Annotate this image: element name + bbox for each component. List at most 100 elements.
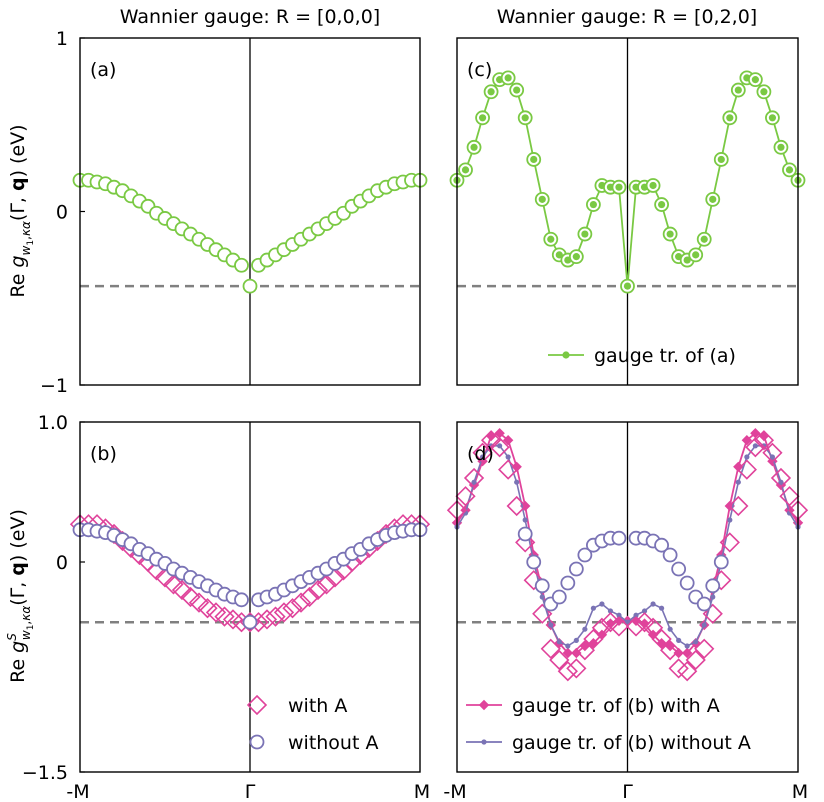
data-point xyxy=(568,561,584,577)
data-point xyxy=(681,647,693,659)
y-tick-label: 0 xyxy=(56,202,68,224)
ylabel-top: Re gw1,κα(Γ, q) (eV) xyxy=(7,124,36,297)
data-point xyxy=(505,454,511,460)
data-point xyxy=(744,454,750,460)
data-point xyxy=(163,574,184,595)
data-point xyxy=(633,612,639,618)
data-point xyxy=(242,278,258,294)
data-point xyxy=(530,155,538,164)
data-point xyxy=(555,251,563,259)
panel-label-a: (a) xyxy=(90,59,116,81)
data-point xyxy=(694,638,715,659)
data-point xyxy=(565,643,571,649)
y-tick-label: 1 xyxy=(56,28,68,50)
panel-c: (c) gauge tr. of (a) xyxy=(449,37,806,386)
data-point xyxy=(581,230,589,238)
data-point xyxy=(299,586,320,608)
series-a-0 xyxy=(72,172,428,294)
data-point xyxy=(726,114,734,122)
data-point xyxy=(171,579,193,601)
data-point xyxy=(497,443,503,449)
legend-label: with A xyxy=(288,695,347,717)
data-point xyxy=(679,575,695,591)
data-point xyxy=(696,596,712,612)
panel-label-d: (d) xyxy=(467,443,494,465)
data-point xyxy=(307,579,329,601)
y-tick-label: −1.5 xyxy=(22,762,68,784)
y-tick-label: 0 xyxy=(56,552,68,574)
data-point xyxy=(522,517,528,523)
data-point xyxy=(700,235,708,243)
data-point xyxy=(582,626,588,632)
data-point xyxy=(480,430,502,451)
data-point xyxy=(713,554,729,570)
data-point xyxy=(607,608,614,614)
data-point xyxy=(608,616,630,637)
data-point xyxy=(654,537,669,553)
legend-marker xyxy=(481,739,487,745)
data-point xyxy=(479,454,486,460)
data-point xyxy=(719,532,740,553)
legend-marker xyxy=(249,734,265,750)
x-tick-label: M xyxy=(414,781,430,802)
data-point xyxy=(683,256,691,264)
data-point xyxy=(659,640,681,661)
data-point xyxy=(768,114,777,122)
data-point xyxy=(785,166,794,174)
data-point xyxy=(671,561,687,577)
data-point xyxy=(256,609,278,630)
data-point xyxy=(705,578,721,594)
legend-label: gauge tr. of (a) xyxy=(594,345,736,367)
svg-text:Re gw1,κα(Γ, q) (eV): Re gw1,κα(Γ, q) (eV) xyxy=(7,124,36,297)
x-tick-label: M xyxy=(792,781,808,802)
data-point xyxy=(472,442,493,463)
plot-frame xyxy=(456,37,799,386)
data-point xyxy=(498,459,519,480)
data-point xyxy=(547,235,555,243)
y-tick-label: −1 xyxy=(40,375,68,397)
legend-marker xyxy=(478,699,490,711)
x-tick-label: -M xyxy=(443,781,466,802)
data-point xyxy=(538,195,546,203)
data-point xyxy=(711,570,732,591)
plot-frame xyxy=(456,421,799,773)
data-point xyxy=(599,601,605,607)
data-point xyxy=(667,626,673,632)
data-point xyxy=(502,434,514,446)
plot-frame xyxy=(79,421,421,773)
data-point xyxy=(717,155,725,164)
series-d-2 xyxy=(446,430,809,682)
data-point xyxy=(205,602,227,623)
data-point xyxy=(234,592,249,608)
data-point xyxy=(762,442,783,463)
data-point xyxy=(583,628,604,650)
data-point xyxy=(573,637,579,644)
data-point xyxy=(513,86,521,94)
data-point xyxy=(556,639,562,645)
legend-b: with A without A xyxy=(246,694,378,754)
legend-c: gauge tr. of (a) xyxy=(548,345,736,367)
data-point xyxy=(649,181,657,190)
legend-marker xyxy=(562,351,570,359)
panel-a: (a) 1 0 −1 xyxy=(40,28,428,397)
data-point xyxy=(741,434,753,446)
svg-text:Re gSw1,κα(Γ, q) (eV): Re gSw1,κα(Γ, q) (eV) xyxy=(5,509,36,683)
title-right: Wannier gauge: R = [0,2,0] xyxy=(497,6,757,28)
panel-label-b: (b) xyxy=(90,443,117,465)
series-b-1 xyxy=(72,522,428,630)
data-point xyxy=(692,251,700,259)
data-point xyxy=(574,640,596,661)
data-point xyxy=(471,479,477,485)
data-point xyxy=(234,257,249,273)
data-point xyxy=(557,661,578,682)
data-point xyxy=(180,586,201,608)
data-point xyxy=(548,622,554,628)
data-point xyxy=(242,614,258,630)
data-point xyxy=(751,76,759,84)
data-point xyxy=(489,437,510,458)
data-point xyxy=(316,574,337,595)
data-point xyxy=(551,589,567,605)
data-point xyxy=(515,532,536,553)
